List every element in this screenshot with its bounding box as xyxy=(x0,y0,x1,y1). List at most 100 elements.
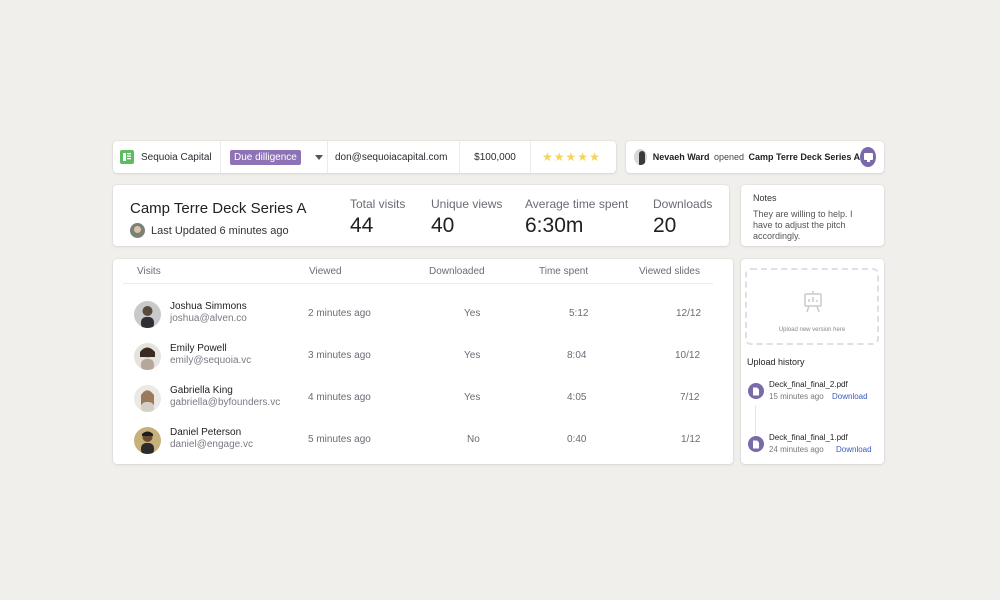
amount-cell[interactable]: $100,000 xyxy=(460,141,531,173)
star-icon[interactable]: ★ xyxy=(553,150,565,164)
star-icon[interactable]: ★ xyxy=(542,150,553,164)
table-row[interactable]: Gabriella King gabriella@byfounders.vc 4… xyxy=(113,383,733,423)
downloaded-status: Yes xyxy=(464,308,481,319)
time-spent: 0:40 xyxy=(567,434,587,445)
activity-user: Nevaeh Ward xyxy=(652,152,710,162)
activity-text: Nevaeh Ward opened Camp Terre Deck Serie… xyxy=(653,152,860,162)
avatar xyxy=(134,301,161,328)
visitor-email: emily@sequoia.vc xyxy=(170,355,252,366)
document-icon xyxy=(748,383,764,399)
last-updated-text: Last Updated 6 minutes ago xyxy=(151,224,289,237)
stat-value: 44 xyxy=(350,214,374,237)
company-cell[interactable]: Sequoia Capital xyxy=(113,141,221,173)
viewed-time: 2 minutes ago xyxy=(308,308,371,319)
table-row[interactable]: Joshua Simmons joshua@alven.co 2 minutes… xyxy=(113,299,733,339)
downloaded-status: Yes xyxy=(464,350,481,361)
viewed-slides: 7/12 xyxy=(680,392,700,403)
visits-table: Visits Viewed Downloaded Time spent View… xyxy=(113,259,733,464)
file-name: Deck_final_final_1.pdf xyxy=(769,433,848,442)
page-title: Camp Terre Deck Series A xyxy=(130,200,307,217)
notes-card[interactable]: Notes They are willing to help. I have t… xyxy=(741,185,884,246)
time-spent: 8:04 xyxy=(567,350,587,361)
stat-unique-views: Unique views 40 xyxy=(431,197,502,238)
stat-value: 40 xyxy=(431,214,455,237)
stat-label: Downloads xyxy=(653,197,713,211)
column-header-visits[interactable]: Visits xyxy=(137,266,161,277)
dropzone-text: Upload new version here xyxy=(778,327,846,333)
time-spent: 4:05 xyxy=(567,392,587,403)
chevron-down-icon xyxy=(314,154,323,160)
contact-email-cell[interactable]: don@sequoiacapital.com xyxy=(328,141,460,173)
activity-action: opened xyxy=(713,152,744,162)
presentation-board-icon xyxy=(804,291,822,313)
viewed-time: 3 minutes ago xyxy=(308,350,371,361)
document-icon xyxy=(748,436,764,452)
visitor-name: Daniel Peterson xyxy=(170,427,242,438)
notes-body[interactable]: They are willing to help. I have to adju… xyxy=(753,209,853,241)
deck-stats-card: Camp Terre Deck Series A Last Updated 6 … xyxy=(113,185,729,246)
stat-label: Average time spent xyxy=(525,197,629,211)
file-time: 24 minutes ago xyxy=(769,445,824,454)
upload-history-title: Upload history xyxy=(747,357,805,367)
stage-dropdown[interactable]: Due dilligence xyxy=(221,141,328,173)
time-spent: 5:12 xyxy=(569,308,589,319)
visitor-email: joshua@alven.co xyxy=(170,313,247,324)
upload-dropzone[interactable]: Upload new version here xyxy=(745,268,879,345)
avatar xyxy=(634,149,647,165)
viewed-slides: 10/12 xyxy=(675,350,701,361)
download-link[interactable]: Download xyxy=(836,445,872,454)
column-header-viewed-slides[interactable]: Viewed slides xyxy=(639,266,700,277)
presentation-button[interactable] xyxy=(860,147,876,167)
upload-panel: Upload new version here Upload history D… xyxy=(741,259,884,464)
stat-total-visits: Total visits 44 xyxy=(350,197,405,238)
star-icon[interactable]: ★ xyxy=(589,150,600,164)
avatar xyxy=(134,385,161,412)
column-header-downloaded[interactable]: Downloaded xyxy=(429,266,485,277)
table-row[interactable]: Daniel Peterson daniel@engage.vc 5 minut… xyxy=(113,425,733,465)
visitor-email: daniel@engage.vc xyxy=(170,439,253,450)
file-name: Deck_final_final_2.pdf xyxy=(769,380,848,389)
table-header: Visits Viewed Downloaded Time spent View… xyxy=(123,259,713,284)
stat-label: Total visits xyxy=(350,197,406,211)
column-header-viewed[interactable]: Viewed xyxy=(309,266,342,277)
company-name: Sequoia Capital xyxy=(141,151,212,163)
column-header-time-spent[interactable]: Time spent xyxy=(539,266,589,277)
visitor-email: gabriella@byfounders.vc xyxy=(170,397,281,408)
stage-badge: Due dilligence xyxy=(230,149,301,165)
viewed-slides: 1/12 xyxy=(681,434,701,445)
star-icon[interactable]: ★ xyxy=(577,150,589,164)
visitor-name: Joshua Simmons xyxy=(170,301,247,312)
stat-value: 20 xyxy=(653,214,677,237)
last-updated: Last Updated 6 minutes ago xyxy=(130,223,289,238)
avatar xyxy=(134,427,161,454)
upload-history-item: Deck_final_final_1.pdf 24 minutes ago Do… xyxy=(748,433,880,457)
viewed-time: 4 minutes ago xyxy=(308,392,371,403)
rating-stars[interactable]: ★ ★ ★ ★ ★ xyxy=(531,141,616,173)
activity-notification[interactable]: Nevaeh Ward opened Camp Terre Deck Serie… xyxy=(626,141,884,173)
stat-value: 6:30m xyxy=(525,214,584,237)
company-logo-icon xyxy=(120,150,134,164)
viewed-time: 5 minutes ago xyxy=(308,434,371,445)
activity-target: Camp Terre Deck Series A xyxy=(748,152,861,162)
history-connector xyxy=(755,406,756,435)
deal-info-bar: Sequoia Capital Due dilligence don@sequo… xyxy=(113,141,616,173)
downloaded-status: Yes xyxy=(464,392,481,403)
presentation-icon xyxy=(863,152,873,162)
avatar xyxy=(130,223,145,238)
contact-email: don@sequoiacapital.com xyxy=(335,151,448,163)
file-time: 15 minutes ago xyxy=(769,392,824,401)
deal-amount: $100,000 xyxy=(474,151,516,163)
visitor-name: Emily Powell xyxy=(170,343,227,354)
avatar xyxy=(134,343,161,370)
stat-downloads: Downloads 20 xyxy=(653,197,712,238)
download-link[interactable]: Download xyxy=(832,392,868,401)
stat-label: Unique views xyxy=(431,197,503,211)
viewed-slides: 12/12 xyxy=(676,308,702,319)
table-row[interactable]: Emily Powell emily@sequoia.vc 3 minutes … xyxy=(113,341,733,381)
notes-title: Notes xyxy=(753,193,777,203)
upload-history-item: Deck_final_final_2.pdf 15 minutes ago Do… xyxy=(748,380,880,404)
star-icon[interactable]: ★ xyxy=(565,150,577,164)
visitor-name: Gabriella King xyxy=(170,385,233,396)
downloaded-status: No xyxy=(467,434,480,445)
stat-average-time: Average time spent 6:30m xyxy=(525,197,628,238)
